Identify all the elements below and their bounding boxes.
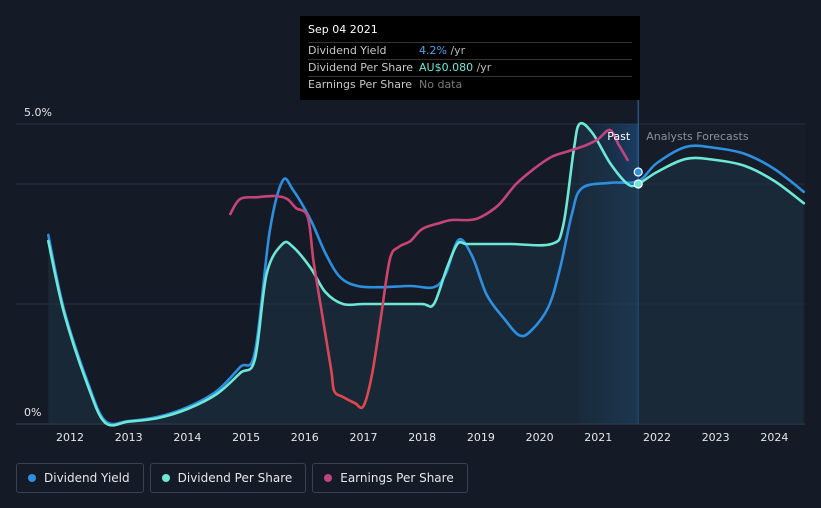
earnings-per-share-line	[229, 128, 629, 410]
legend-dot-icon	[161, 474, 170, 482]
x-tick-label: 2021	[584, 431, 612, 444]
x-tick-label: 2023	[702, 431, 730, 444]
legend-dot-icon	[28, 474, 36, 482]
x-tick-label: 2020	[526, 431, 554, 444]
tooltip-date: Sep 04 2021	[308, 23, 378, 36]
x-tick-label: 2017	[350, 431, 378, 444]
dividend-per-share-marker	[633, 179, 643, 189]
region-labels: Past Analysts Forecasts	[607, 130, 749, 143]
dividend-yield-marker	[633, 167, 643, 177]
legend-dot-icon	[324, 474, 333, 482]
y-axis: 5.0% 0%	[24, 106, 52, 419]
legend-label: Dividend Per Share	[177, 471, 293, 485]
tooltip-value: No data	[419, 78, 463, 91]
tooltip-unit: /yr	[473, 61, 492, 74]
highlight-dots	[633, 167, 643, 189]
x-tick-label: 2022	[643, 431, 671, 444]
area-fills	[48, 123, 804, 426]
dividend-per-share-area	[48, 123, 804, 426]
x-tick-label: 2013	[115, 431, 143, 444]
chart-tooltip: Sep 04 2021 Dividend Yield 4.2% /yr Divi…	[300, 16, 640, 100]
tooltip-unit: /yr	[446, 44, 466, 57]
forecast-label: Analysts Forecasts	[646, 130, 749, 143]
x-axis: 2012 2013 2014 2015 2016 2017 2018 2019 2020 2021…	[56, 431, 788, 444]
x-tick-label: 2012	[56, 431, 84, 444]
legend-item-earnings-per-share[interactable]: Earnings Per Share	[312, 463, 468, 493]
legend-label: Earnings Per Share	[340, 471, 454, 485]
x-tick-label: 2015	[232, 431, 260, 444]
x-tick-label: 2018	[408, 431, 436, 444]
tooltip-value: 4.2%	[419, 44, 447, 57]
y-axis-min-label: 0%	[24, 406, 41, 419]
dividend-per-share-line	[47, 121, 806, 427]
x-tick-label: 2016	[291, 431, 319, 444]
tooltip-label: Earnings Per Share	[308, 78, 413, 91]
legend-item-dividend-yield[interactable]: Dividend Yield	[16, 463, 144, 493]
tooltip-label: Dividend Per Share	[308, 61, 414, 74]
tooltip-row-earnings-per-share: Earnings Per Share No data	[308, 76, 632, 93]
legend-label: Dividend Yield	[44, 471, 130, 485]
series-lines	[47, 121, 806, 427]
x-tick-label: 2024	[760, 431, 788, 444]
x-tick-label: 2019	[467, 431, 495, 444]
x-tick-label: 2014	[173, 431, 201, 444]
tooltip-label: Dividend Yield	[308, 44, 387, 57]
legend-item-dividend-per-share[interactable]: Dividend Per Share	[149, 463, 307, 493]
past-label: Past	[607, 130, 631, 143]
tooltip-row-dividend-per-share: Dividend Per Share AU$0.080 /yr	[308, 59, 632, 76]
y-axis-max-label: 5.0%	[24, 106, 52, 119]
tooltip-value: AU$0.080	[419, 61, 474, 74]
tooltip-row-dividend-yield: Dividend Yield 4.2% /yr	[308, 42, 632, 59]
legend: Dividend Yield Dividend Per Share Earnin…	[16, 463, 468, 493]
